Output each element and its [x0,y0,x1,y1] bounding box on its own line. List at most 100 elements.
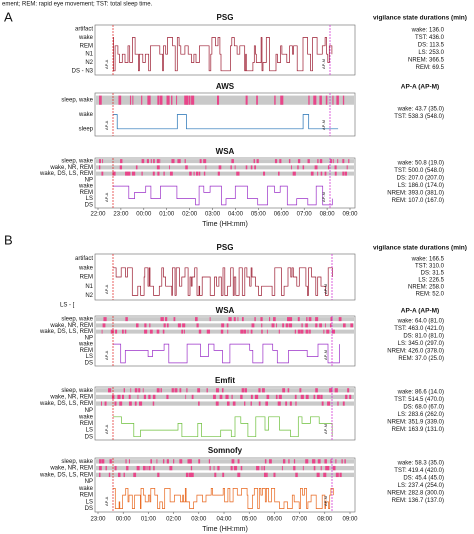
stripe-mark [103,317,107,322]
stripe-mark [273,317,276,322]
stripe-mark [156,159,160,164]
stripe-band [96,472,354,478]
stripe-mark [338,317,342,322]
stripe-band [96,394,354,400]
chart-title: Emfit [215,376,235,385]
stripe-mark [101,459,105,464]
stripe-mark [305,459,309,464]
stripe-mark [117,394,121,400]
stripe-mark [287,317,290,322]
stripe-mark [288,159,291,164]
stripe-mark [146,159,149,164]
stripe-mark [131,171,136,176]
stripe-mark [166,394,169,400]
stripe-mark [327,401,331,406]
stat: DS: 68.0 (67.0) [403,405,444,411]
x-tick-label: 00:00 [116,517,132,523]
stripe-mark [147,95,151,105]
stripe-mark [159,95,163,105]
stripe-mark [334,171,337,176]
stripe-mark [330,317,333,322]
stripe-mark [203,171,206,176]
y-label: REM [80,275,93,281]
y-label: NP [85,177,93,183]
stripe-mark [254,394,259,400]
stripe-mark [133,472,137,478]
stripe-mark [217,95,220,105]
stripe-mark [185,165,188,170]
y-label: artifact [75,27,93,33]
stripe-mark [315,317,319,322]
y-label: N2 [85,60,93,66]
stripe-mark [317,171,319,176]
stripe-mark [312,459,316,464]
stripe-mark [138,401,143,406]
stripe-mark [157,95,160,105]
stripe-band [96,95,354,105]
y-label: artifact [75,256,93,262]
stripe-mark [341,459,343,464]
stripe-mark [231,459,235,464]
y-label: N1 [85,52,93,58]
y-label: wake, NR, REM [49,466,93,472]
stripe-mark [266,472,268,478]
stats-header: AP-A (AP-M) [401,308,439,315]
stripe-mark [295,472,298,478]
stripe-mark [279,159,282,164]
stripe-mark [134,401,137,406]
stripe-mark [214,472,217,478]
stripe-mark [141,95,143,105]
plot-frame [94,157,356,209]
stripe-mark [232,401,236,406]
stripe-mark [157,472,160,478]
stripe-mark [112,171,116,176]
stripe-mark [305,394,309,400]
stripe-mark [263,472,267,478]
stripe-mark [198,329,202,334]
stripe-mark [186,95,189,105]
y-label: wake [78,342,94,348]
stripe-mark [315,388,318,393]
stripe-mark [195,171,199,176]
stripe-mark [142,465,146,471]
stripe-mark [160,317,163,322]
stripe-mark [162,459,165,464]
stripe-mark [179,388,182,393]
stat: DS: 31.5 [421,271,445,277]
stripe-mark [300,329,304,334]
stripe-mark [222,472,225,478]
hypnogram [113,267,333,296]
stripe-mark [263,171,266,176]
stat: wake: 166.5 [411,257,445,263]
stripe-mark [157,171,160,176]
y-label: wake, DS, LS, REM [39,472,93,478]
stripe-mark [162,329,165,334]
stat: TST: 436.0 [415,35,445,41]
stripe-mark [313,95,317,105]
stripe-mark [337,401,339,406]
stripe-mark [225,394,229,400]
stripe-mark [276,323,277,328]
stripe-mark [156,329,160,334]
stripe-mark [125,459,127,464]
stripe-mark [126,465,129,471]
line-label: AP-M [323,424,328,434]
stripe-mark [99,459,102,464]
y-label: LS [86,428,93,434]
x-tick-label: 01:00 [159,212,175,218]
stripe-mark [240,394,243,400]
y-label: wake, DS, LS, REM [39,329,93,335]
stripe-mark [297,329,301,334]
y-label: LS [86,196,93,202]
stripe-mark [330,459,332,464]
stat: NREM: 426.0 (378.0) [387,349,444,355]
x-tick-label: 07:00 [292,517,308,523]
stripe-mark [144,329,148,334]
stat: NREM: 351.9 (339.0) [387,420,444,426]
stripe-mark [109,459,112,464]
stat: TST: 310.0 [415,264,445,270]
stripe-mark [293,465,296,471]
y-label: DS [85,360,93,366]
stripe-mark [310,171,314,176]
stripe-mark [317,459,321,464]
